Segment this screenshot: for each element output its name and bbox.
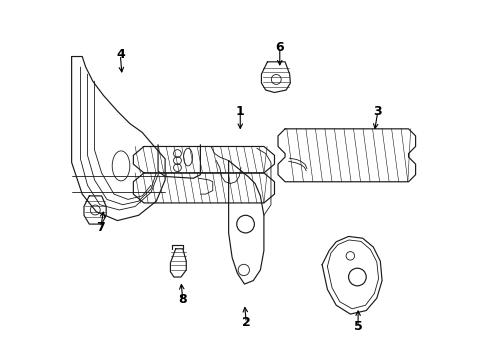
Text: 8: 8 — [178, 293, 187, 306]
Text: 1: 1 — [235, 105, 244, 118]
Text: 3: 3 — [373, 105, 382, 118]
Text: 6: 6 — [275, 41, 284, 54]
Text: 7: 7 — [96, 221, 105, 234]
Text: 2: 2 — [242, 316, 250, 329]
Text: 5: 5 — [353, 320, 362, 333]
Text: 4: 4 — [116, 48, 124, 61]
